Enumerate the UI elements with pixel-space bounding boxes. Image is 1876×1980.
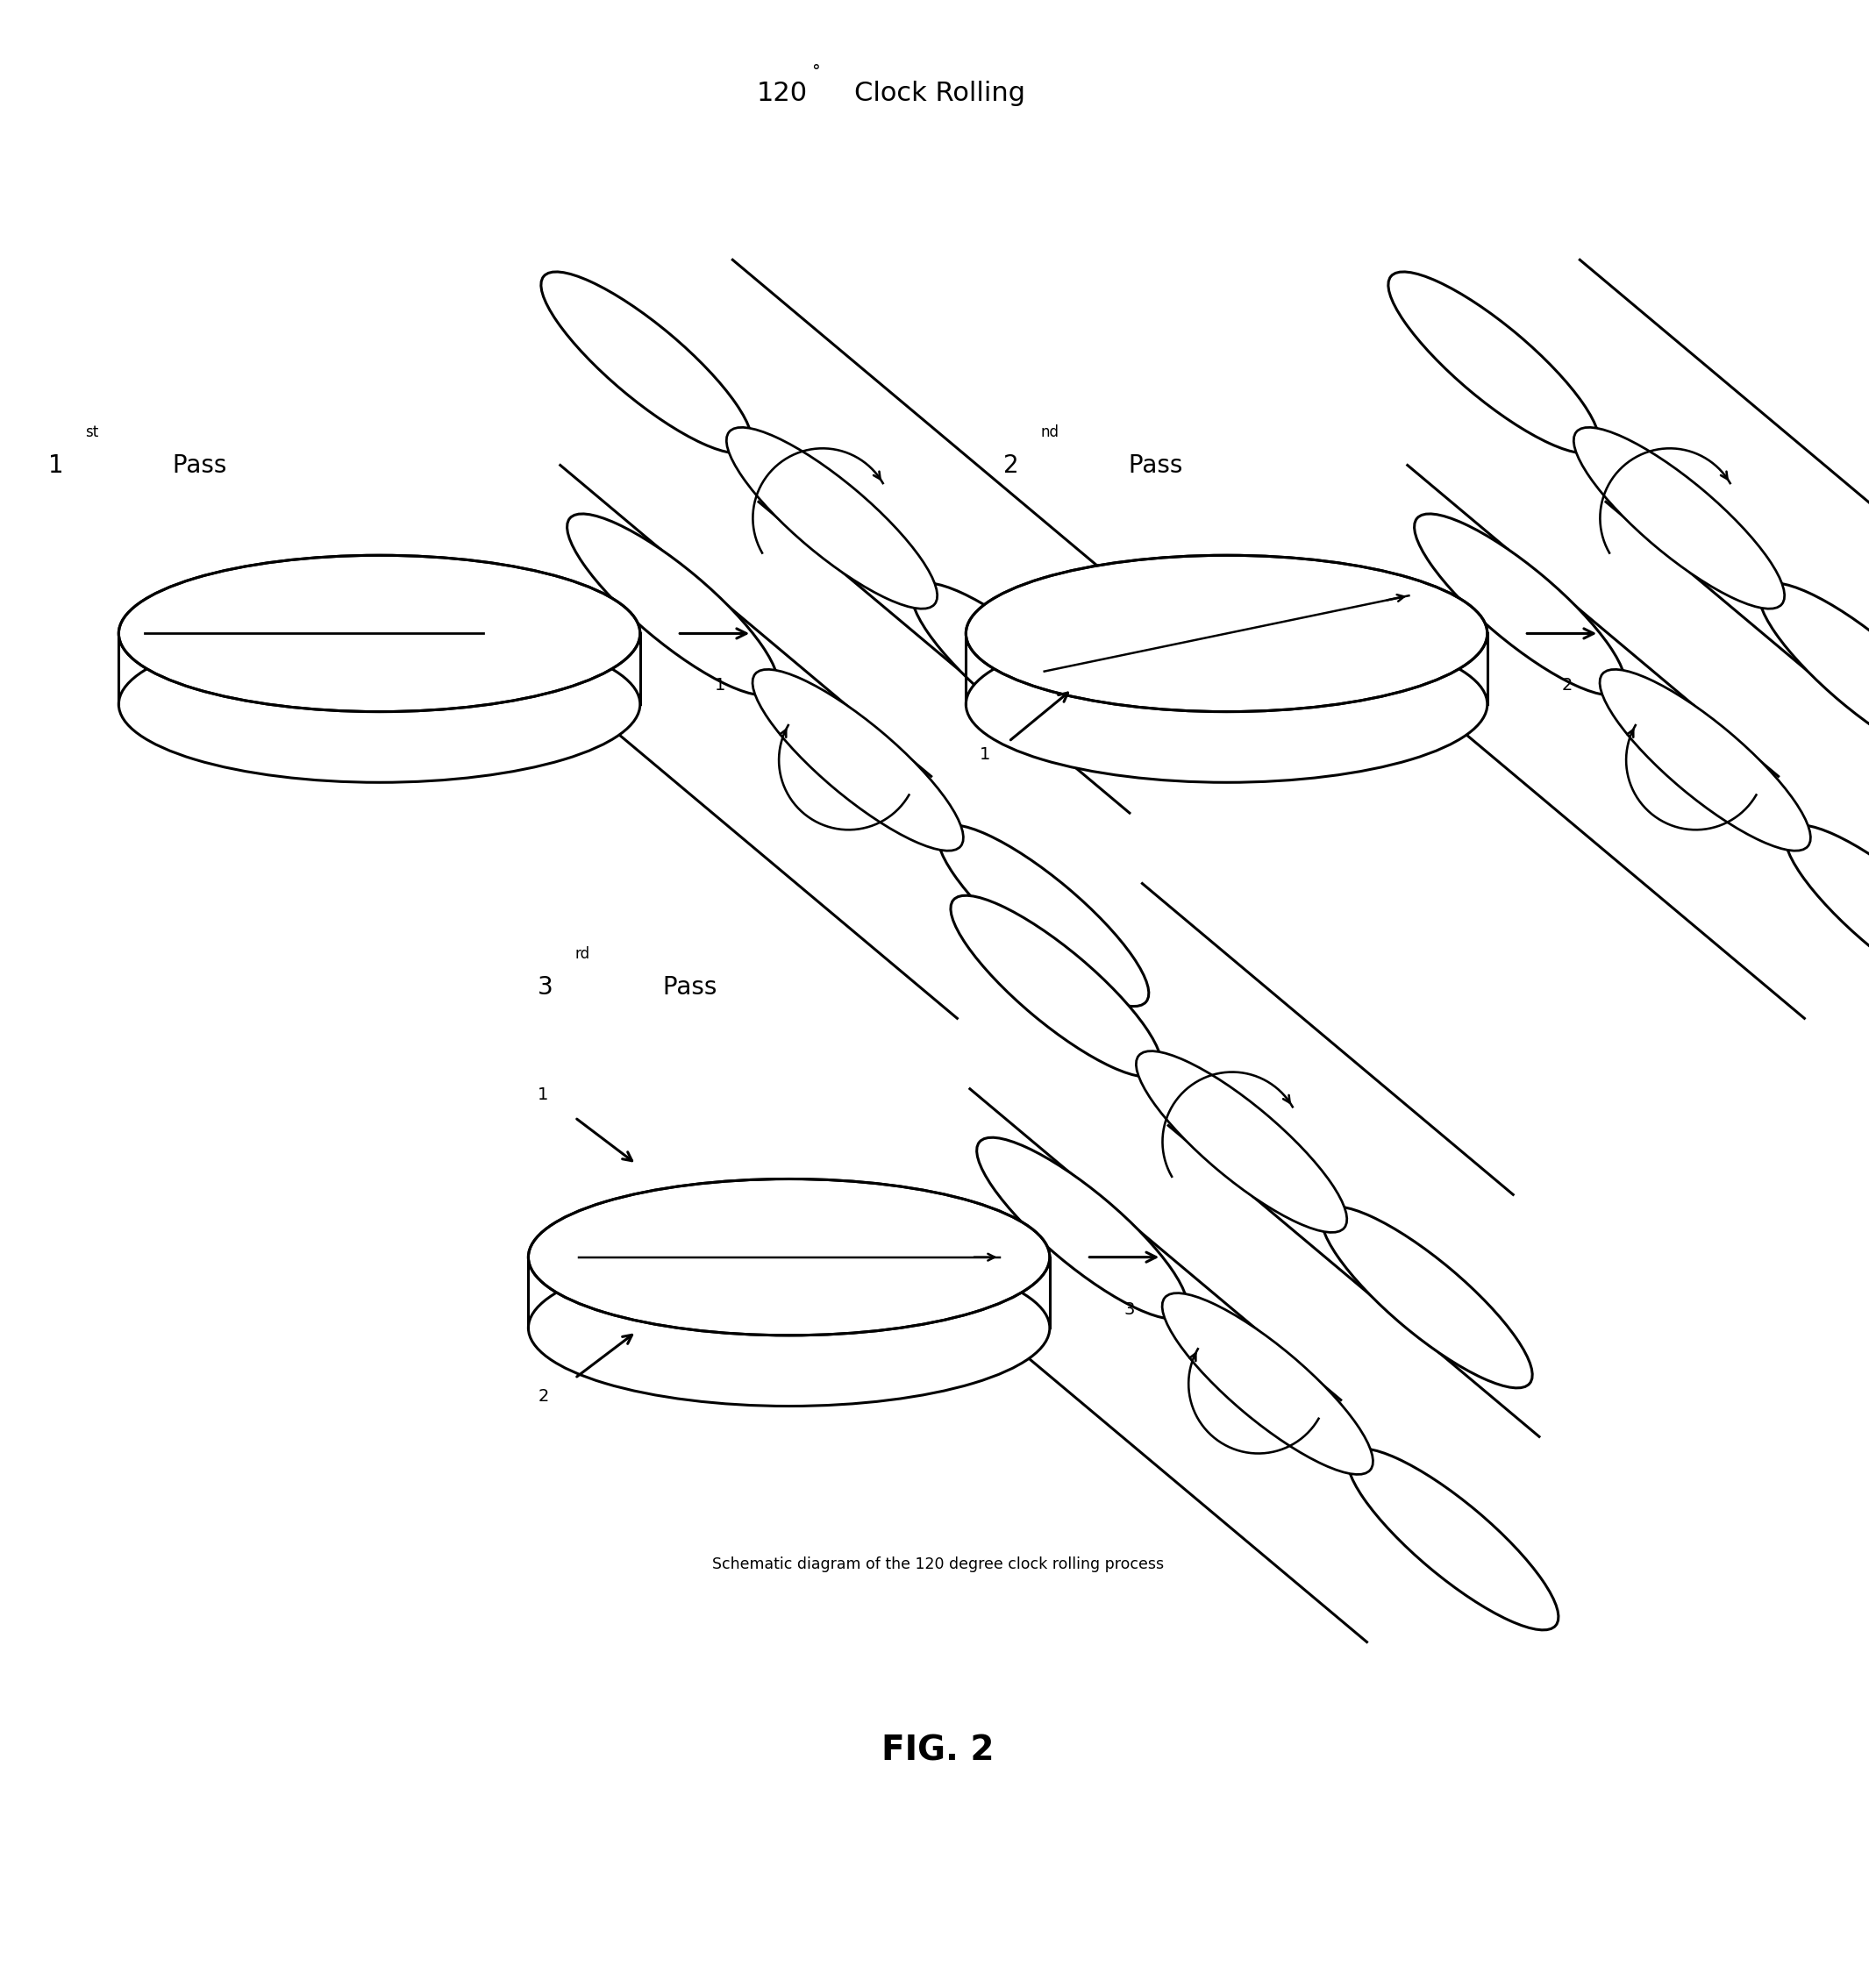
Ellipse shape <box>1415 515 1625 695</box>
Ellipse shape <box>118 626 640 782</box>
Ellipse shape <box>529 1249 1051 1406</box>
Ellipse shape <box>529 1178 1051 1335</box>
Ellipse shape <box>1388 271 1598 453</box>
Text: 120: 120 <box>756 81 809 107</box>
Ellipse shape <box>752 669 964 851</box>
Text: 1: 1 <box>49 453 64 479</box>
Text: nd: nd <box>1041 424 1058 440</box>
Ellipse shape <box>912 582 1122 764</box>
Ellipse shape <box>1347 1449 1559 1630</box>
Ellipse shape <box>1786 826 1876 1006</box>
Polygon shape <box>587 501 1129 1018</box>
Text: Clock Rolling: Clock Rolling <box>854 81 1024 107</box>
Ellipse shape <box>966 554 1488 711</box>
Text: Schematic diagram of the 120 degree clock rolling process: Schematic diagram of the 120 degree cloc… <box>713 1556 1163 1572</box>
Ellipse shape <box>1163 1293 1373 1475</box>
Ellipse shape <box>1321 1206 1533 1388</box>
Text: 1: 1 <box>979 746 991 762</box>
Text: 1: 1 <box>715 677 726 693</box>
Text: 2: 2 <box>1563 677 1572 693</box>
Ellipse shape <box>118 554 640 711</box>
Ellipse shape <box>567 515 779 695</box>
Polygon shape <box>1407 259 1876 776</box>
Ellipse shape <box>540 271 752 453</box>
Text: 2: 2 <box>1004 453 1019 479</box>
Ellipse shape <box>1574 428 1784 608</box>
Ellipse shape <box>938 826 1148 1006</box>
Ellipse shape <box>726 428 938 608</box>
Polygon shape <box>970 883 1514 1400</box>
Text: °: ° <box>812 63 820 79</box>
Polygon shape <box>996 1125 1538 1641</box>
Text: 2: 2 <box>538 1388 548 1406</box>
Ellipse shape <box>966 626 1488 782</box>
Text: Pass: Pass <box>1120 453 1182 479</box>
Text: Pass: Pass <box>165 453 227 479</box>
Ellipse shape <box>951 895 1161 1077</box>
Ellipse shape <box>977 1138 1188 1319</box>
Ellipse shape <box>1137 1051 1347 1232</box>
Text: FIG. 2: FIG. 2 <box>882 1734 994 1768</box>
Ellipse shape <box>1600 669 1810 851</box>
Text: 3: 3 <box>538 974 553 1000</box>
Text: 3: 3 <box>1124 1301 1135 1317</box>
Text: rd: rd <box>574 946 589 962</box>
Polygon shape <box>561 259 1103 776</box>
Text: 1: 1 <box>538 1087 548 1103</box>
Text: Pass: Pass <box>655 974 717 1000</box>
Text: st: st <box>84 424 99 440</box>
Ellipse shape <box>1760 582 1876 764</box>
Polygon shape <box>1433 501 1876 1018</box>
